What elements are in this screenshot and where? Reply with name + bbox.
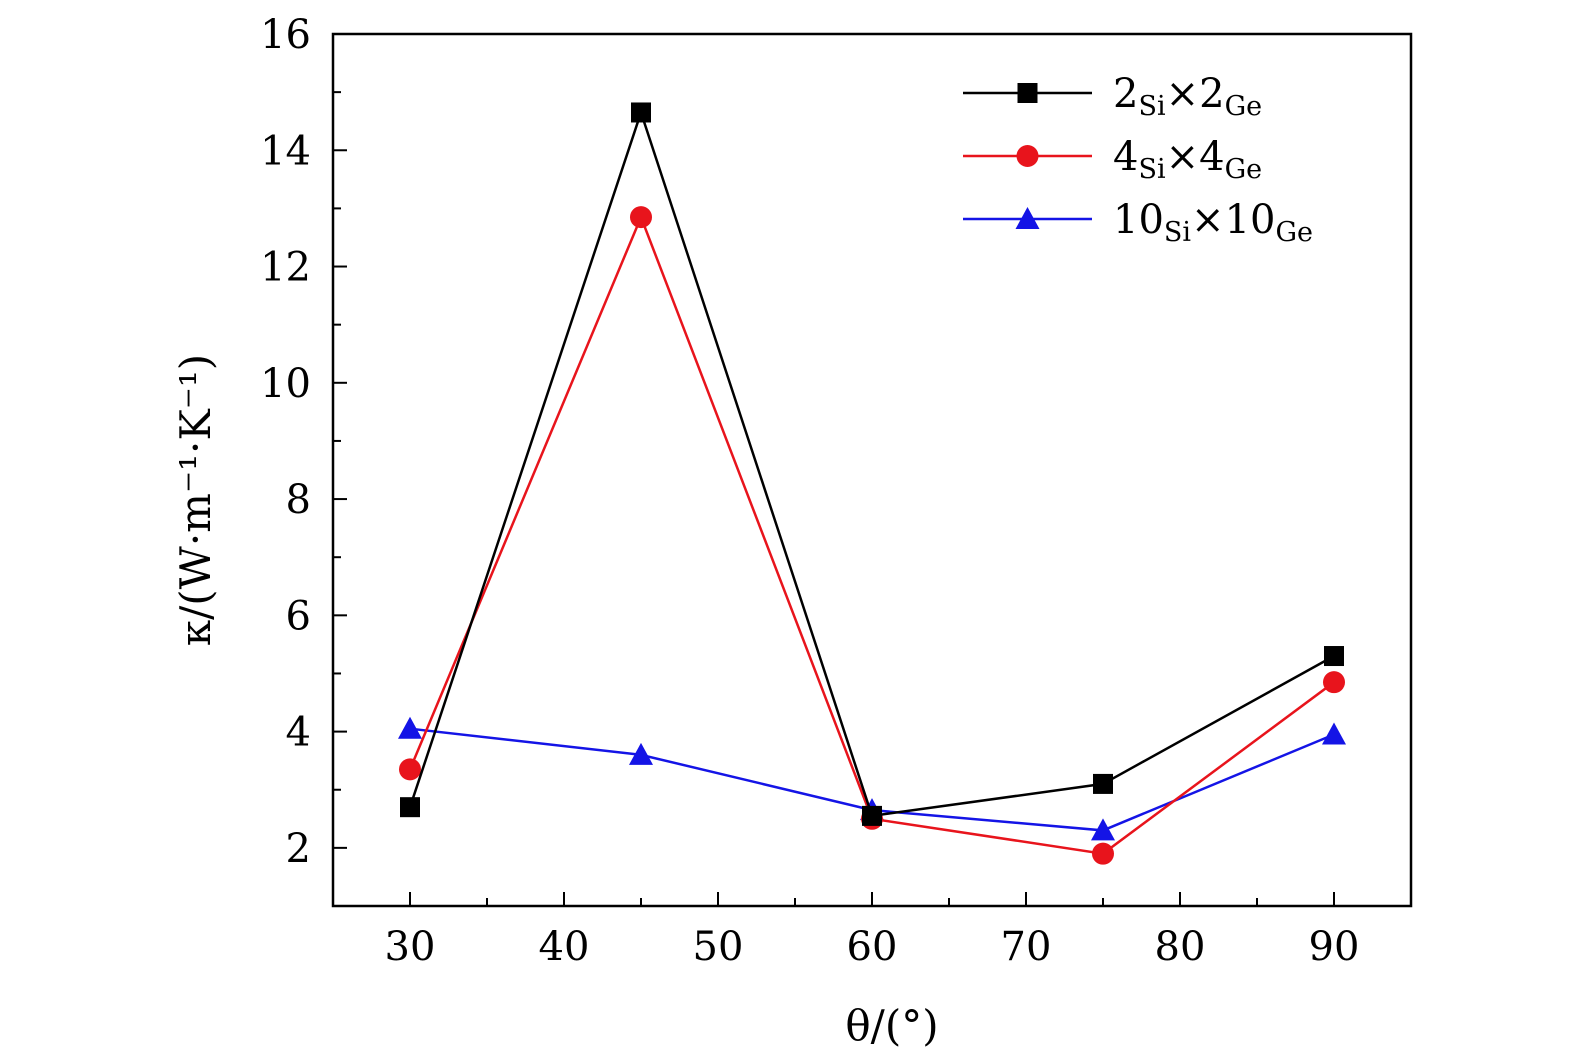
- data-point: [1322, 722, 1346, 745]
- data-point: [629, 742, 653, 765]
- data-point: [399, 758, 421, 781]
- data-point: [1323, 671, 1345, 694]
- data-point: [1091, 818, 1115, 841]
- legend-label: 10Si×10Ge: [1113, 197, 1313, 248]
- x-tick-label: 60: [847, 924, 898, 970]
- y-axis-title: κ/(W·m⁻¹·K⁻¹): [171, 354, 220, 646]
- legend-text: ×4: [1166, 134, 1225, 180]
- legend-text: ×10: [1191, 197, 1275, 243]
- data-point: [631, 102, 651, 123]
- legend-text: 4: [1113, 134, 1138, 180]
- x-tick-label: 70: [1001, 924, 1052, 970]
- legend-subscript: Ge: [1275, 217, 1313, 248]
- legend-text: 2: [1113, 71, 1138, 117]
- y-tick-label: 2: [286, 826, 311, 872]
- x-tick-label: 90: [1309, 924, 1360, 970]
- y-tick-label: 16: [260, 12, 311, 58]
- legend-subscript: Si: [1164, 217, 1191, 248]
- x-tick-label: 30: [385, 924, 436, 970]
- y-tick-label: 8: [286, 477, 311, 523]
- data-point: [400, 797, 420, 818]
- legend-label: 4Si×4Ge: [1113, 134, 1262, 185]
- y-tick-label: 6: [286, 593, 311, 639]
- x-tick-label: 40: [539, 924, 590, 970]
- legend-text: ×2: [1166, 71, 1225, 117]
- x-axis-title: θ/(°): [845, 1001, 938, 1050]
- x-tick-label: 80: [1155, 924, 1206, 970]
- legend-text: 10: [1113, 197, 1164, 243]
- data-point: [1017, 83, 1038, 103]
- x-tick-label: 50: [693, 924, 744, 970]
- data-point: [862, 805, 882, 826]
- legend-item: 4Si×4Ge: [963, 134, 1262, 185]
- data-point: [1093, 773, 1113, 794]
- data-point: [630, 206, 652, 229]
- series-layer: [398, 102, 1346, 865]
- data-point: [1016, 145, 1039, 167]
- y-tick-label: 4: [286, 710, 311, 756]
- y-tick-label: 14: [260, 128, 311, 174]
- legend-item: 2Si×2Ge: [963, 71, 1262, 122]
- series-line: [408, 213, 1335, 855]
- legend-subscript: Ge: [1225, 91, 1263, 122]
- series-circle: [399, 206, 1345, 865]
- data-point: [1015, 207, 1040, 229]
- axes: 30 40 50 60 70 80 90 2 4 6 8 10 12 14 16: [260, 12, 1413, 970]
- data-point: [1092, 842, 1114, 865]
- data-point: [1324, 646, 1344, 667]
- series-square: [400, 102, 1344, 826]
- legend-subscript: Ge: [1225, 154, 1263, 185]
- y-tick-label: 10: [260, 361, 311, 407]
- legend-item: 10Si×10Ge: [963, 197, 1313, 248]
- legend-label: 2Si×2Ge: [1113, 71, 1262, 122]
- legend-subscript: Si: [1138, 91, 1165, 122]
- y-tick-label: 12: [260, 245, 311, 291]
- legend-subscript: Si: [1138, 154, 1165, 185]
- data-point: [398, 716, 422, 739]
